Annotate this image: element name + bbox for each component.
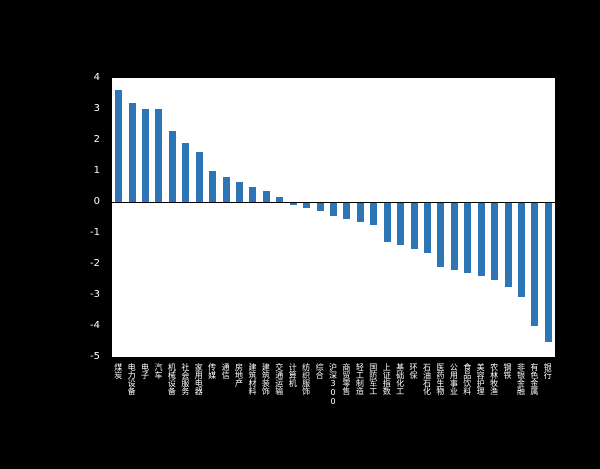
bar: [383, 202, 391, 243]
x-category-label: 通信: [221, 363, 231, 379]
bar: [423, 202, 431, 254]
bar: [477, 202, 485, 277]
bar: [330, 202, 337, 216]
x-category-label: 传媒: [207, 363, 217, 379]
x-category-label: 沪深300: [328, 363, 338, 406]
bar: [544, 202, 552, 342]
x-category-label: 轻工制造: [355, 363, 365, 395]
bar: [437, 202, 445, 268]
bar: [236, 181, 244, 202]
x-category-label: 上证指数: [382, 363, 392, 395]
x-category-label: 食品饮料: [462, 363, 472, 395]
y-tick-label: 0: [93, 196, 100, 207]
y-tick-label: -3: [90, 289, 100, 300]
x-category-label: 国防军工: [368, 363, 378, 395]
x-category-label: 社会服务: [180, 363, 190, 395]
bar: [370, 202, 378, 226]
y-tick-label: -5: [90, 351, 100, 362]
y-tick-label: 3: [93, 103, 100, 114]
x-category-label: 石油石化: [422, 363, 432, 395]
bar: [262, 191, 270, 202]
x-category-label: 家用电器: [194, 363, 204, 395]
bar: [397, 202, 405, 246]
x-category-label: 建筑材料: [247, 363, 257, 395]
x-category-label: 电力设备: [127, 363, 137, 395]
bar: [356, 202, 364, 223]
bar: [410, 202, 418, 249]
x-category-label: 交通运输: [274, 363, 284, 395]
x-category-label: 环保: [409, 363, 419, 379]
x-category-label: 建筑装饰: [261, 363, 271, 395]
zero-axis-line: [112, 201, 555, 203]
bar: [128, 102, 136, 202]
x-category-label: 银行: [543, 363, 553, 379]
x-category-label: 钢铁: [503, 363, 512, 379]
x-category-label: 美容护理: [476, 363, 486, 395]
bar: [209, 171, 217, 202]
bar: [504, 202, 512, 288]
bar: [155, 109, 163, 202]
bar: [168, 130, 176, 202]
plot-area: [112, 78, 555, 357]
bar: [517, 202, 525, 297]
x-category-label: 电子: [140, 363, 150, 379]
bar: [531, 202, 539, 326]
bar: [182, 143, 190, 202]
x-category-label: 煤炭: [113, 363, 123, 379]
x-category-label: 计算机: [288, 363, 298, 387]
x-category-label: 房地产: [234, 363, 244, 387]
x-category-label: 有色金属: [529, 363, 539, 395]
bar: [142, 109, 150, 202]
bar: [289, 202, 297, 206]
x-category-label: 公用事业: [449, 363, 459, 395]
bar: [316, 202, 324, 212]
bar: [249, 186, 257, 202]
x-category-label: 商贸零售: [341, 363, 351, 395]
bar: [195, 152, 203, 202]
bar: [343, 202, 351, 220]
y-tick-label: 4: [93, 72, 100, 83]
y-tick-label: 2: [93, 134, 100, 145]
y-tick-label: -2: [90, 258, 100, 269]
bar: [222, 177, 230, 202]
x-axis-category-labels: 煤炭 电力设备 电子 汽车 机械设备 社会服务 家用电器 传媒 通信 房地产 建筑材料 建筑装饰 交通运…: [112, 361, 555, 461]
bar: [464, 202, 472, 274]
bar: [450, 202, 458, 271]
bar: [491, 202, 499, 280]
x-category-label: 综合: [315, 363, 325, 379]
x-category-label: 医药生物: [435, 363, 445, 395]
bar: [303, 202, 311, 209]
x-category-label: 农林牧渔: [489, 363, 499, 395]
y-axis-tick-labels: 4 3 2 1 0 -1 -2 -3 -4 -5: [0, 72, 108, 362]
x-category-label: 汽车: [153, 363, 163, 379]
y-tick-label: -1: [90, 227, 100, 238]
x-category-label: 基础化工: [395, 363, 405, 395]
y-tick-label: 1: [93, 165, 100, 176]
bar: [115, 90, 123, 202]
x-category-label: 机械设备: [167, 363, 177, 395]
y-tick-label: -4: [90, 320, 100, 331]
x-category-label: 非银金融: [516, 363, 526, 395]
x-category-label: 纺织服饰: [301, 363, 311, 395]
bar: [276, 197, 284, 202]
